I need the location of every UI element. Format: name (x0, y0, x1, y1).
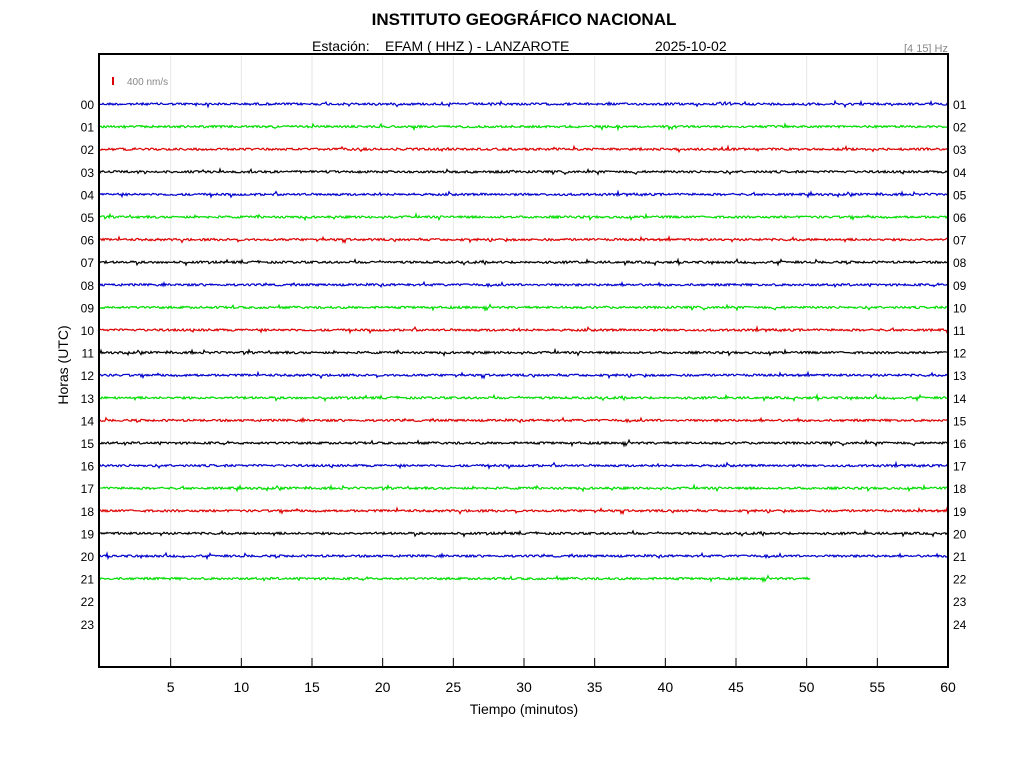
hour-label-left: 12 (81, 369, 95, 383)
y-axis-label: Horas (UTC) (55, 325, 71, 404)
x-tick-label: 40 (658, 679, 674, 695)
hour-label-right: 19 (953, 505, 967, 519)
hour-label-right: 20 (953, 527, 967, 541)
hour-label-left: 14 (81, 414, 95, 428)
x-tick-label: 25 (446, 679, 462, 695)
station-name: EFAM ( HHZ ) - LANZAROTE (385, 38, 569, 54)
hour-label-left: 22 (81, 595, 95, 609)
trace-hour-19 (99, 529, 949, 538)
hour-label-left: 01 (81, 121, 95, 135)
hour-labels-right: 01 02 03 04 05 06 07 08 09 10 11 12 13 14 15 16 17 18 19 20… (953, 98, 967, 632)
trace-hour-05 (99, 212, 949, 222)
trace-hour-09 (99, 303, 949, 312)
x-tick-label: 60 (940, 679, 956, 695)
hour-label-left: 09 (81, 301, 95, 315)
hour-label-right: 08 (953, 256, 967, 270)
hour-label-right: 03 (953, 143, 967, 157)
hour-label-left: 08 (81, 279, 95, 293)
chart-title: INSTITUTO GEOGRÁFICO NACIONAL (372, 10, 677, 29)
trace-hour-07 (99, 257, 949, 267)
hour-label-left: 03 (81, 166, 95, 180)
trace-hour-08 (99, 280, 949, 289)
hour-label-right: 23 (953, 595, 967, 609)
hour-label-right: 04 (953, 166, 967, 180)
hour-label-left: 20 (81, 550, 95, 564)
hour-label-right: 24 (953, 618, 967, 632)
grid-lines (170, 56, 878, 666)
trace-hour-02 (99, 144, 949, 154)
trace-hour-04 (99, 189, 949, 199)
seismic-traces (99, 99, 949, 584)
scale-bar-label: 400 nm/s (127, 77, 168, 88)
x-tick-label: 55 (870, 679, 886, 695)
hour-label-right: 05 (953, 188, 967, 202)
trace-hour-10 (99, 324, 949, 335)
hour-label-right: 21 (953, 550, 967, 564)
trace-hour-14 (99, 416, 949, 424)
trace-hour-12 (99, 370, 949, 380)
hour-label-left: 10 (81, 324, 95, 338)
trace-hour-13 (99, 392, 949, 403)
hour-label-left: 23 (81, 618, 95, 632)
scale-bar-marker (112, 77, 114, 85)
hour-label-left: 02 (81, 143, 95, 157)
hour-labels-left: 00 01 02 03 04 05 06 07 08 09 10 11 12 13 14 15 16 17 18 19… (81, 98, 95, 632)
trace-hour-00 (99, 99, 949, 109)
hour-label-right: 12 (953, 347, 967, 361)
trace-hour-03 (99, 167, 949, 176)
hour-label-left: 05 (81, 211, 95, 225)
hour-label-left: 00 (81, 98, 95, 112)
hour-label-right: 18 (953, 482, 967, 496)
x-tick-label: 30 (516, 679, 532, 695)
x-axis-ticks: 5 10 15 20 25 30 35 40 45 50 55 60 (167, 658, 956, 695)
date-label: 2025-10-02 (655, 38, 727, 54)
hour-label-right: 13 (953, 369, 967, 383)
x-tick-label: 35 (587, 679, 603, 695)
station-label: Estación: (312, 38, 370, 54)
hour-label-left: 21 (81, 573, 95, 587)
hour-label-right: 10 (953, 301, 967, 315)
hour-label-right: 17 (953, 460, 967, 474)
hour-label-left: 18 (81, 505, 95, 519)
trace-hour-06 (99, 234, 949, 245)
trace-hour-16 (99, 460, 949, 470)
plot-frame (98, 53, 949, 668)
x-tick-label: 50 (799, 679, 815, 695)
trace-hour-01 (99, 122, 949, 132)
hour-label-right: 16 (953, 437, 967, 451)
hour-label-right: 11 (953, 324, 966, 338)
hour-label-left: 06 (81, 234, 95, 248)
x-tick-label: 20 (375, 679, 391, 695)
hour-label-left: 15 (81, 437, 95, 451)
hour-label-right: 09 (953, 279, 967, 293)
trace-hour-11 (99, 347, 949, 357)
filter-label: [4 15] Hz (904, 43, 948, 55)
hour-label-left: 11 (82, 347, 95, 361)
hour-label-right: 14 (953, 392, 967, 406)
hour-label-right: 22 (953, 573, 967, 587)
hour-label-right: 01 (953, 98, 967, 112)
hour-label-right: 06 (953, 211, 967, 225)
hour-label-left: 19 (81, 527, 95, 541)
hour-label-left: 04 (81, 188, 95, 202)
hour-label-right: 15 (953, 414, 967, 428)
x-tick-label: 15 (304, 679, 320, 695)
trace-hour-20 (99, 551, 949, 561)
x-tick-label: 5 (167, 679, 175, 695)
trace-hour-18 (99, 506, 949, 516)
x-tick-label: 45 (728, 679, 744, 695)
trace-hour-15 (99, 438, 949, 448)
hour-label-left: 07 (81, 256, 95, 270)
x-axis-label: Tiempo (minutos) (470, 701, 578, 717)
hour-label-right: 07 (953, 234, 967, 248)
hour-label-left: 17 (81, 482, 95, 496)
trace-hour-17 (99, 483, 949, 493)
hour-label-right: 02 (953, 121, 967, 135)
trace-hour-21 (99, 574, 811, 584)
hour-label-left: 13 (81, 392, 95, 406)
hour-label-left: 16 (81, 460, 95, 474)
x-tick-label: 10 (234, 679, 250, 695)
